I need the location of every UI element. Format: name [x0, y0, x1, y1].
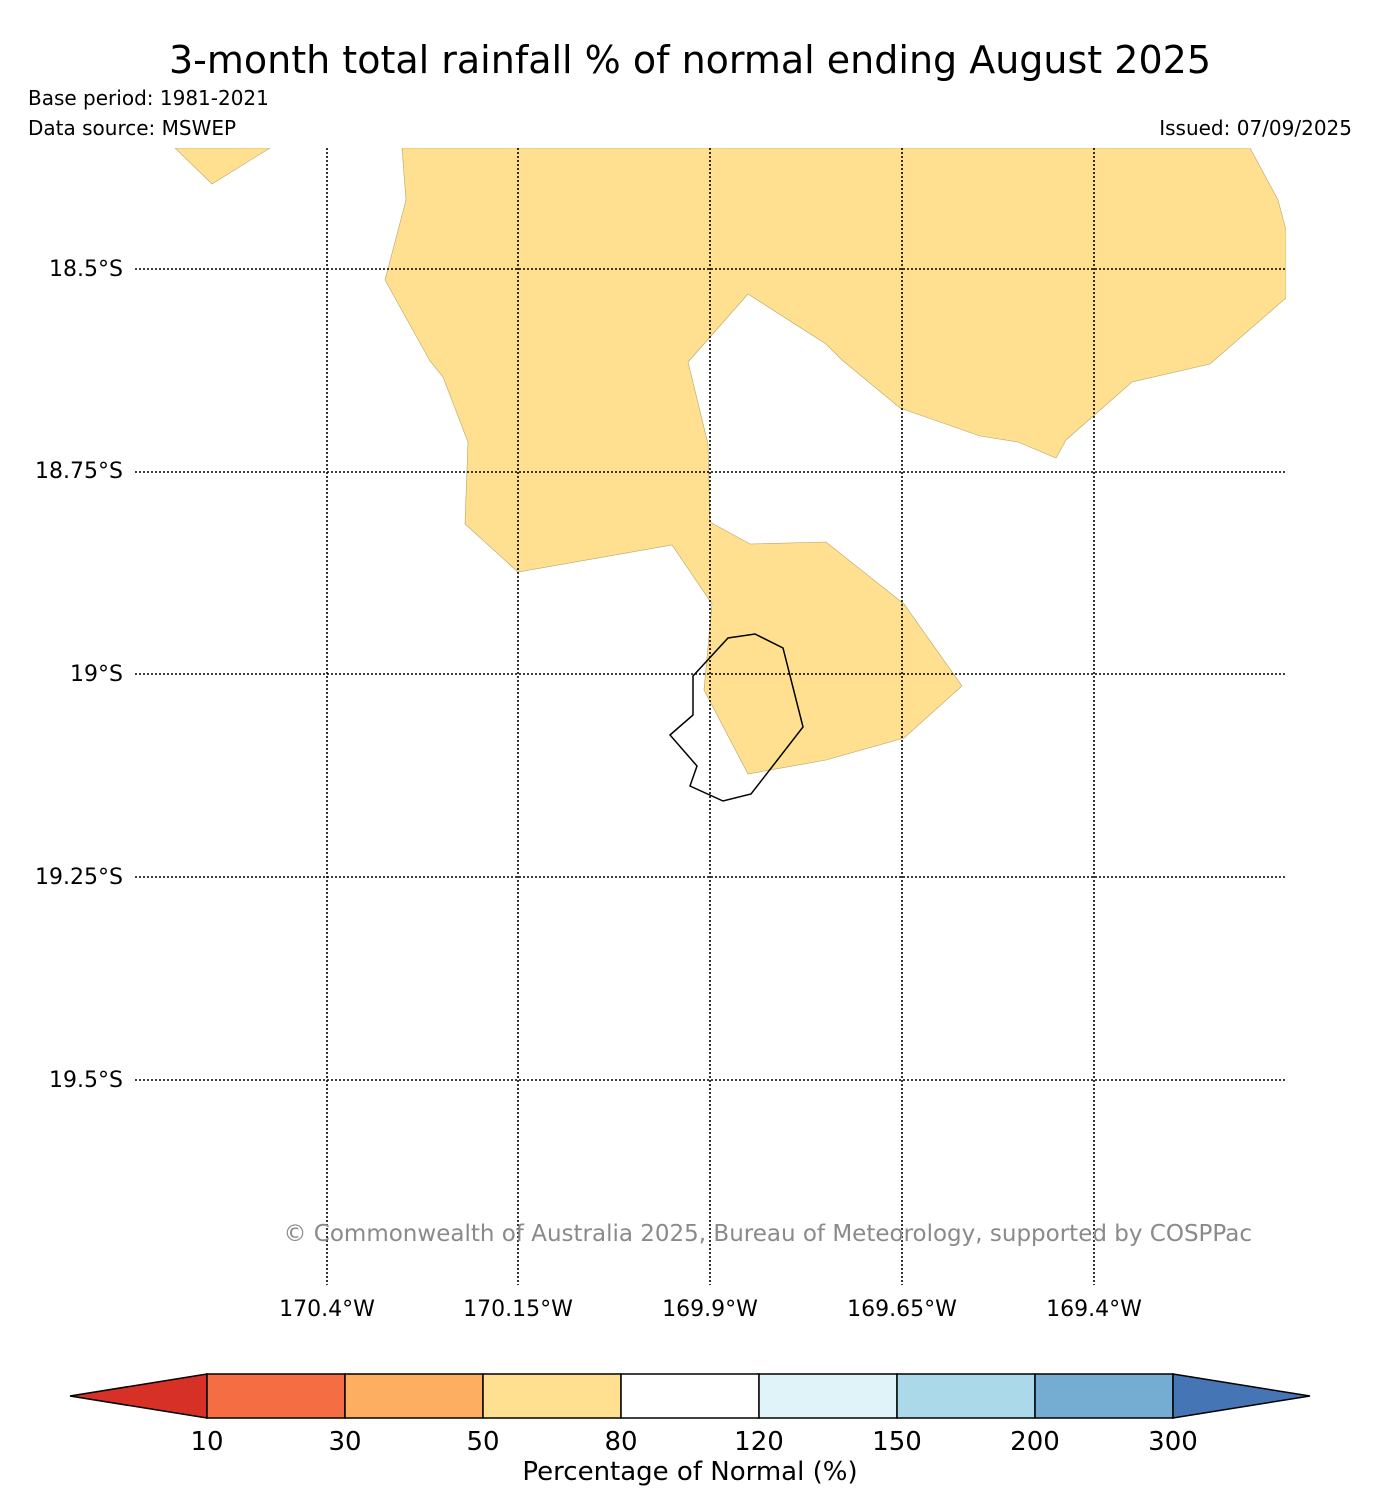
colorbar-tick-200: 200	[1010, 1427, 1060, 1457]
colorbar-segment-80-120	[620, 1373, 760, 1419]
colorbar-title: Percentage of Normal (%)	[522, 1457, 857, 1487]
lon-label-169-4: 169.4°W	[1046, 1297, 1142, 1322]
copyright-note: © Commonwealth of Australia 2025, Bureau…	[283, 1221, 1252, 1247]
lon-label-170-4: 170.4°W	[279, 1297, 375, 1322]
shaded-region-main	[384, 148, 1286, 775]
colorbar-segment-above-300	[1172, 1373, 1311, 1419]
colorbar-tick-120: 120	[734, 1427, 784, 1457]
colorbar	[69, 1373, 1311, 1419]
colorbar-tick-30: 30	[328, 1427, 361, 1457]
base-period: Base period: 1981-2021	[28, 86, 269, 110]
colorbar-segment-50-80	[482, 1373, 622, 1419]
colorbar-segment-120-150	[758, 1373, 898, 1419]
lon-label-169-9: 169.9°W	[662, 1297, 758, 1322]
colorbar-tick-80: 80	[604, 1427, 637, 1457]
colorbar-tick-10: 10	[190, 1427, 223, 1457]
data-source: Data source: MSWEP	[28, 116, 237, 140]
colorbar-tick-50: 50	[466, 1427, 499, 1457]
gridlines	[135, 148, 1286, 1285]
lat-label-19: 19°S	[70, 662, 123, 687]
shaded-region-small	[174, 148, 271, 185]
colorbar-segment-below-10	[69, 1373, 208, 1419]
colorbar-segment-200-300	[1034, 1373, 1174, 1419]
colorbar-segment-30-50	[344, 1373, 484, 1419]
lat-label-18-5: 18.5°S	[49, 257, 123, 282]
island-outline	[668, 633, 804, 802]
colorbar-tick-150: 150	[872, 1427, 922, 1457]
map-title: 3-month total rainfall % of normal endin…	[169, 38, 1211, 82]
colorbar-ticks: 10 30 50 80 120 150 200 300	[190, 1427, 1197, 1457]
colorbar-tick-300: 300	[1148, 1427, 1198, 1457]
lat-label-18-75: 18.75°S	[35, 459, 123, 484]
rainfall-shading	[174, 148, 1286, 775]
issued-date: Issued: 07/09/2025	[1159, 116, 1352, 140]
lon-label-169-65: 169.65°W	[847, 1297, 957, 1322]
colorbar-segment-10-30	[206, 1373, 346, 1419]
lat-label-19-5: 19.5°S	[49, 1068, 123, 1093]
colorbar-segment-150-200	[896, 1373, 1036, 1419]
lat-label-19-25: 19.25°S	[35, 865, 123, 890]
lon-label-170-15: 170.15°W	[463, 1297, 573, 1322]
